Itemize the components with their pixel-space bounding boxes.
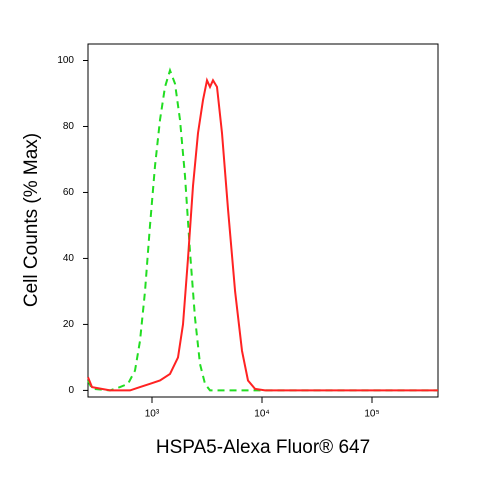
y-tick-label: 0	[68, 385, 74, 396]
y-tick-label: 80	[63, 121, 75, 132]
data-line	[87, 67, 438, 392]
x-tick-label: 10⁵	[364, 409, 379, 420]
y-tick-label: 40	[63, 253, 75, 264]
x-tick-label: 10⁴	[254, 409, 269, 420]
plot-frame	[87, 43, 439, 398]
data-line	[87, 77, 438, 392]
y-tick-label: 100	[57, 55, 74, 66]
x-tick-label: 10³	[145, 409, 160, 420]
x-axis-label: HSPA5-Alexa Fluor® 647	[156, 437, 370, 458]
y-tick-label: 60	[63, 187, 75, 198]
y-axis-label: Cell Counts (% Max)	[21, 133, 42, 307]
y-tick-label: 20	[63, 319, 75, 330]
